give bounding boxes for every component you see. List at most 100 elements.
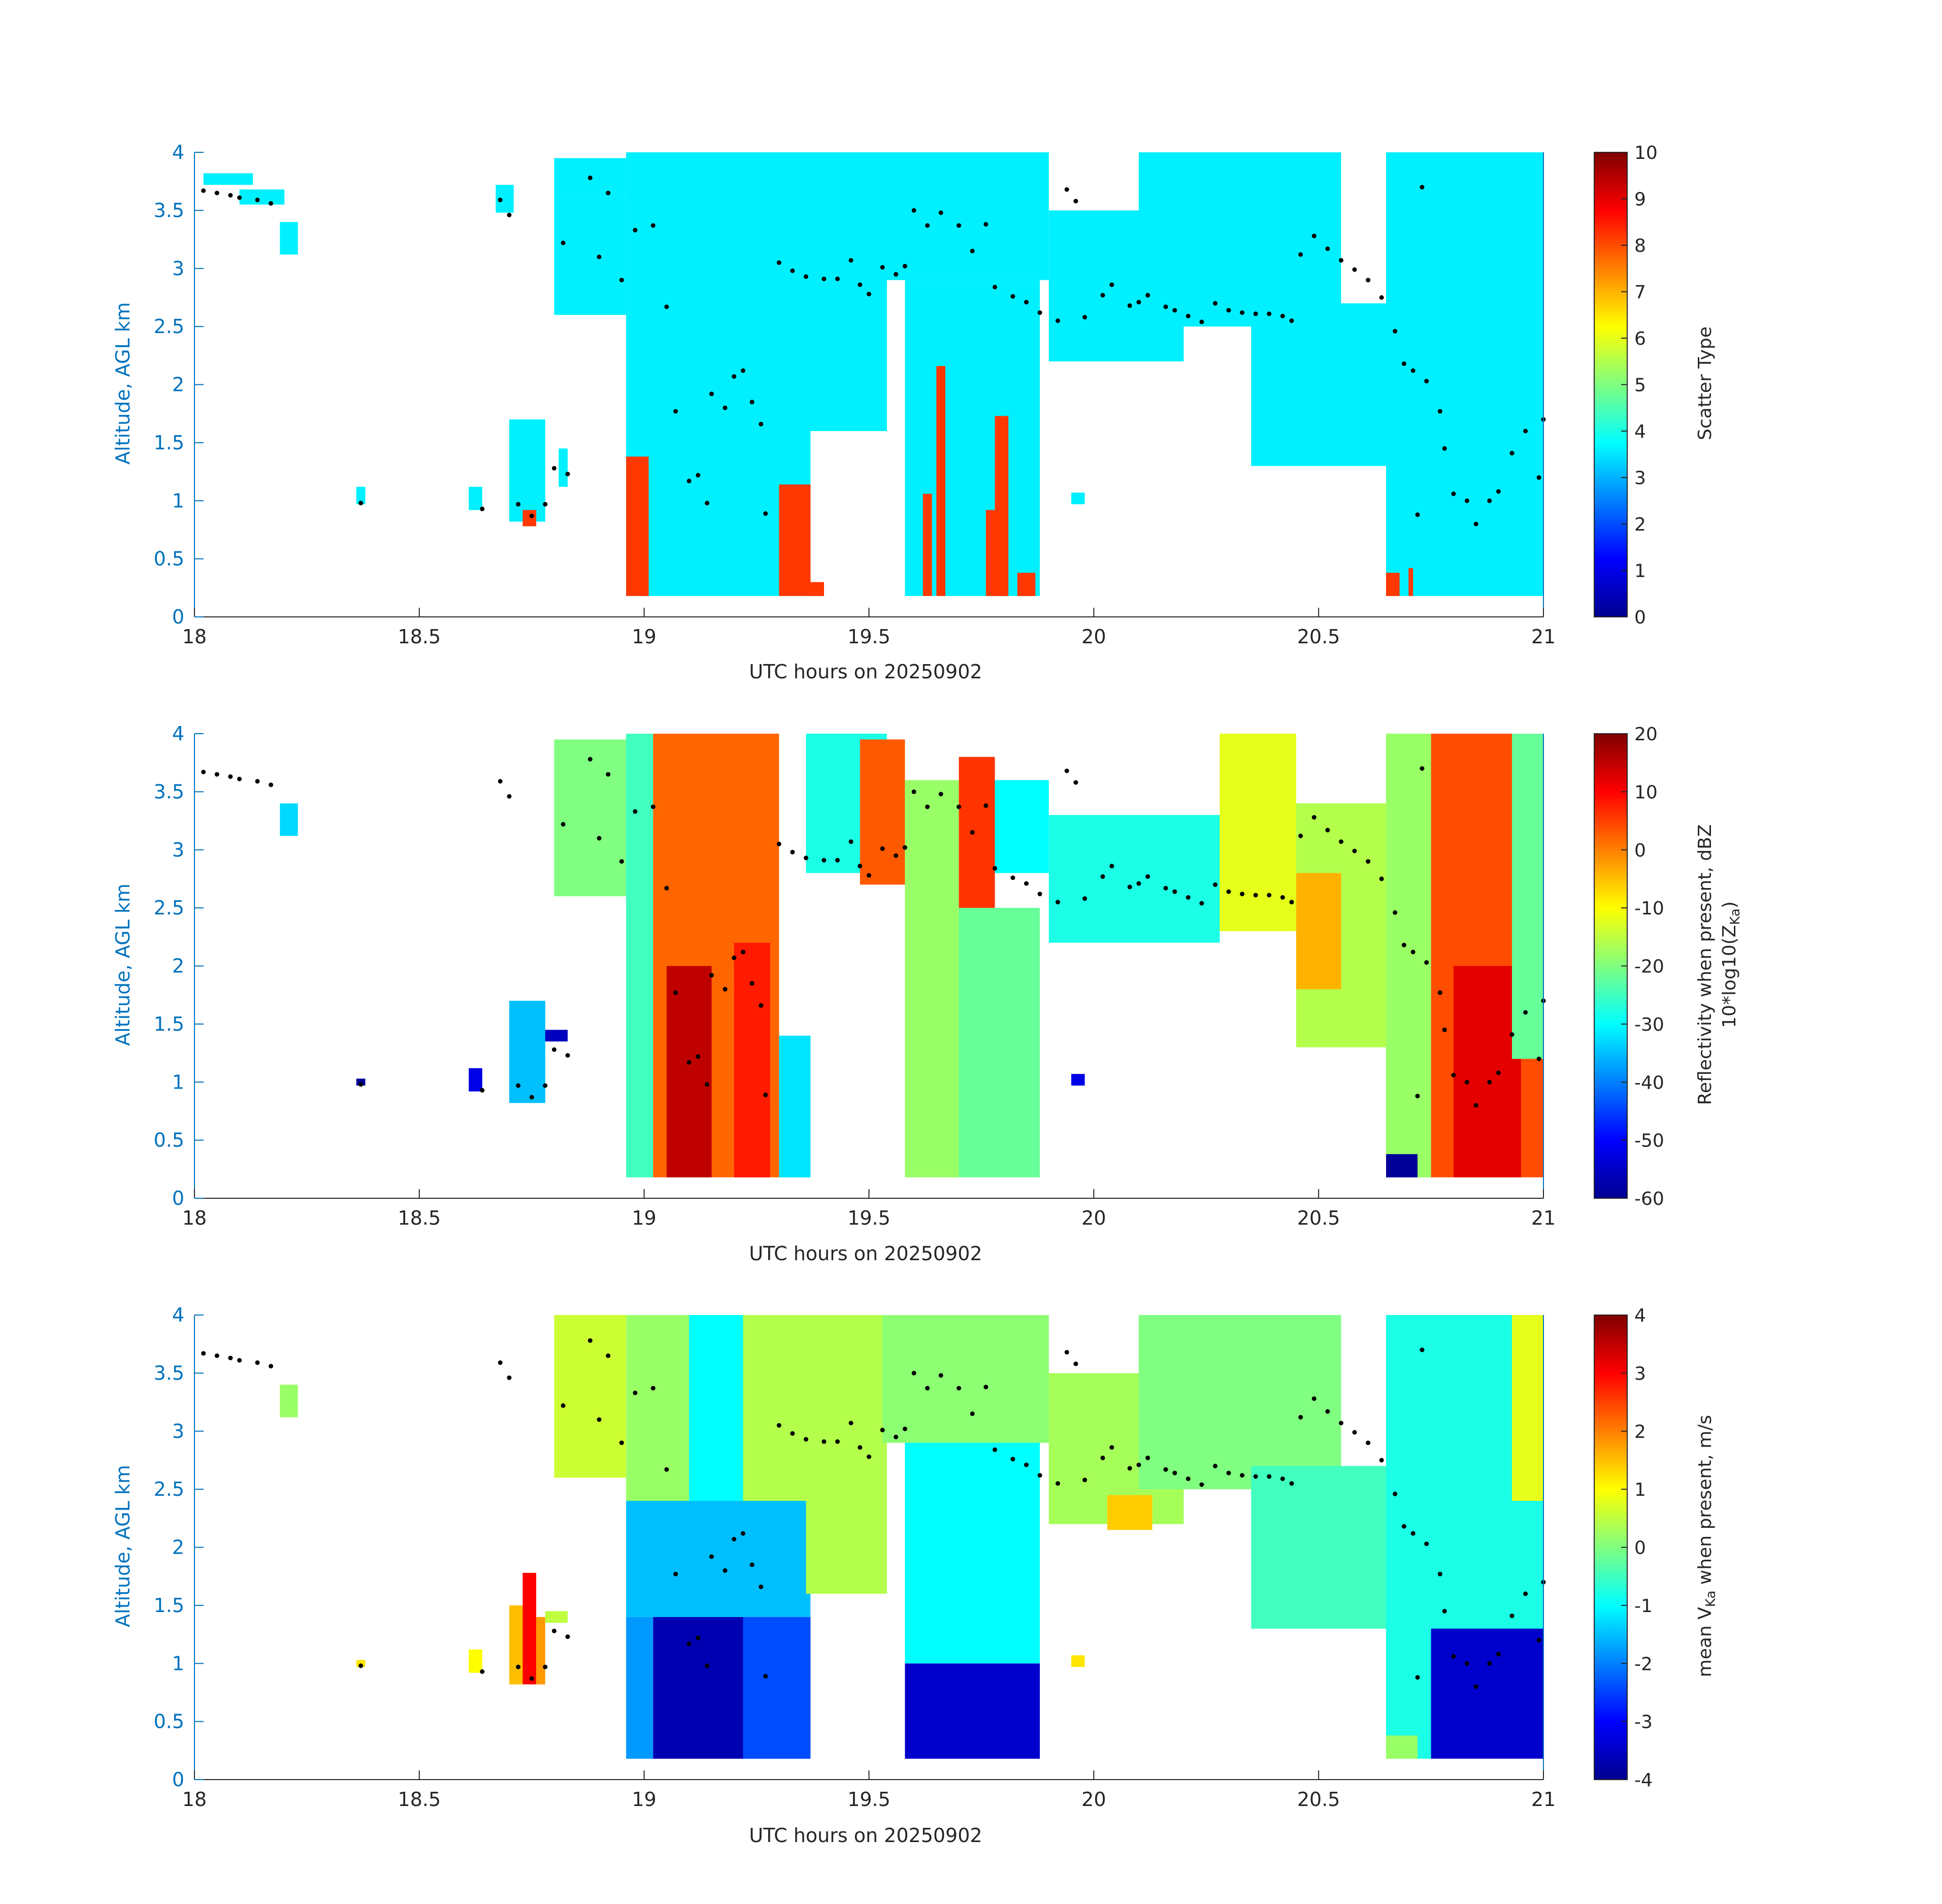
panel-3-cbar-sub: Ka [1703, 1591, 1719, 1607]
overlay-point-1-0 [201, 188, 206, 193]
colorbar-tick-label-2: -2 [1634, 1654, 1653, 1675]
data-cell-1-12 [779, 484, 811, 596]
colorbar-tick-label-8: 8 [1634, 236, 1646, 256]
data-cell-1-23 [810, 582, 824, 596]
overlay-point-1-35 [790, 268, 795, 273]
overlay-point-1-73 [1280, 314, 1285, 318]
overlay-point-2-58 [1082, 896, 1088, 901]
overlay-point-2-53 [1024, 881, 1029, 886]
data-cell-1-2 [280, 222, 298, 255]
overlay-point-2-55 [1056, 900, 1060, 905]
panel-2-colorbar-label-line2: 10*log10(ZKa) [1719, 901, 1743, 1028]
panel-1-xlabel: UTC hours on 20250902 [749, 661, 982, 683]
overlay-point-3-48 [957, 1386, 962, 1391]
overlay-point-1-41 [867, 291, 871, 297]
data-cell-2-4 [545, 1030, 568, 1042]
overlay-point-3-28 [722, 1568, 728, 1573]
overlay-point-2-7 [480, 1088, 485, 1093]
colorbar-tick-label-7: 10 [1634, 782, 1658, 803]
overlay-point-3-75 [1298, 1415, 1303, 1420]
overlay-point-2-46 [925, 804, 930, 809]
overlay-point-2-19 [619, 859, 624, 864]
overlay-point-3-55 [1056, 1481, 1060, 1486]
x-tick-label-4: 20 [1081, 1788, 1106, 1811]
overlay-point-1-26 [705, 501, 710, 506]
overlay-point-1-87 [1437, 409, 1442, 414]
panel-3-cells [280, 1315, 1543, 1759]
overlay-point-3-14 [565, 1634, 570, 1639]
x-tick-label-0: 18 [182, 626, 207, 648]
data-cell-1-7 [558, 448, 568, 487]
data-cell-3-17 [905, 1442, 1040, 1664]
overlay-point-2-63 [1145, 874, 1150, 879]
colorbar-tick-label-1: -50 [1634, 1131, 1664, 1152]
overlay-point-3-51 [993, 1447, 997, 1452]
overlay-point-2-51 [993, 866, 997, 871]
overlay-point-3-90 [1464, 1661, 1469, 1666]
data-cell-1-30 [1408, 568, 1413, 596]
y-tick-label-1: 0.5 [154, 548, 184, 570]
overlay-point-1-70 [1240, 310, 1245, 315]
overlay-point-2-76 [1311, 815, 1316, 820]
overlay-point-3-58 [1082, 1478, 1088, 1483]
overlay-point-3-35 [790, 1431, 795, 1436]
overlay-point-1-93 [1496, 489, 1501, 494]
overlay-point-3-24 [686, 1641, 692, 1646]
overlay-point-3-7 [480, 1669, 485, 1674]
overlay-point-3-64 [1163, 1467, 1168, 1472]
overlay-point-2-22 [664, 885, 669, 891]
overlay-point-1-4 [255, 198, 260, 203]
y-tick-label-5: 2.5 [154, 1478, 184, 1500]
data-cell-3-6 [545, 1611, 568, 1623]
overlay-point-1-47 [938, 210, 943, 215]
overlay-point-2-91 [1473, 1103, 1478, 1108]
panel-2-cbar-l2-prefix: 10*log10(Z [1719, 925, 1740, 1028]
overlay-point-1-98 [1415, 512, 1420, 517]
overlay-point-3-69 [1226, 1470, 1231, 1475]
overlay-point-2-98 [1415, 1094, 1420, 1099]
x-tick-label-1: 18.5 [398, 1207, 441, 1229]
overlay-point-3-44 [902, 1426, 907, 1431]
panel-3-colorbar: -4 -3 -2 -1 0 1 2 3 4 [1594, 1305, 1653, 1791]
colorbar-tick-label-7: 3 [1634, 1363, 1646, 1384]
data-cell-1-18 [1251, 303, 1386, 466]
overlay-point-1-86 [1424, 379, 1429, 384]
overlay-point-2-42 [880, 846, 885, 851]
panel-1-axes: 18 18.5 19 19.5 20 20.5 21 0 0.5 1 1.5 2 2.5 3 3.5 4 [154, 141, 1556, 648]
x-tick-label-5: 20.5 [1297, 1788, 1340, 1811]
y-tick-label-3: 1.5 [154, 1594, 184, 1617]
overlay-point-2-66 [1186, 895, 1191, 900]
overlay-point-1-91 [1473, 521, 1478, 527]
overlay-point-1-42 [880, 265, 885, 270]
overlay-point-1-92 [1487, 498, 1492, 503]
y-tick-label-3: 1.5 [154, 432, 184, 454]
data-cell-2-2 [469, 1068, 482, 1092]
overlay-point-3-32 [759, 1584, 764, 1589]
overlay-point-1-9 [507, 213, 512, 217]
overlay-point-3-84 [1410, 1531, 1416, 1536]
overlay-point-3-74 [1289, 1481, 1294, 1486]
overlay-point-3-79 [1352, 1430, 1357, 1435]
overlay-point-3-67 [1199, 1482, 1204, 1487]
data-cell-3-3 [509, 1605, 523, 1685]
panel-2-cbar-l2-suffix: ) [1719, 901, 1740, 908]
overlay-point-1-40 [858, 282, 863, 287]
overlay-point-1-71 [1253, 311, 1258, 316]
overlay-point-2-27 [709, 973, 714, 978]
overlay-point-1-14 [565, 472, 570, 477]
overlay-point-2-49 [970, 830, 975, 835]
overlay-point-1-45 [911, 208, 916, 213]
overlay-point-3-92 [1487, 1661, 1492, 1666]
overlay-point-1-67 [1199, 319, 1204, 324]
overlay-point-3-9 [507, 1375, 512, 1380]
x-tick-label-6: 21 [1531, 1788, 1556, 1811]
data-cell-3-16 [882, 1315, 1049, 1443]
data-cell-2-16 [995, 780, 1049, 873]
y-tick-label-7: 3.5 [154, 199, 184, 221]
data-cell-2-17 [1048, 815, 1220, 943]
colorbar-tick-label-3: 3 [1634, 468, 1646, 489]
y-tick-label-8: 4 [172, 723, 184, 745]
data-cell-1-1 [239, 189, 285, 205]
overlay-point-2-95 [1523, 1010, 1528, 1015]
data-cell-3-2 [469, 1649, 482, 1673]
